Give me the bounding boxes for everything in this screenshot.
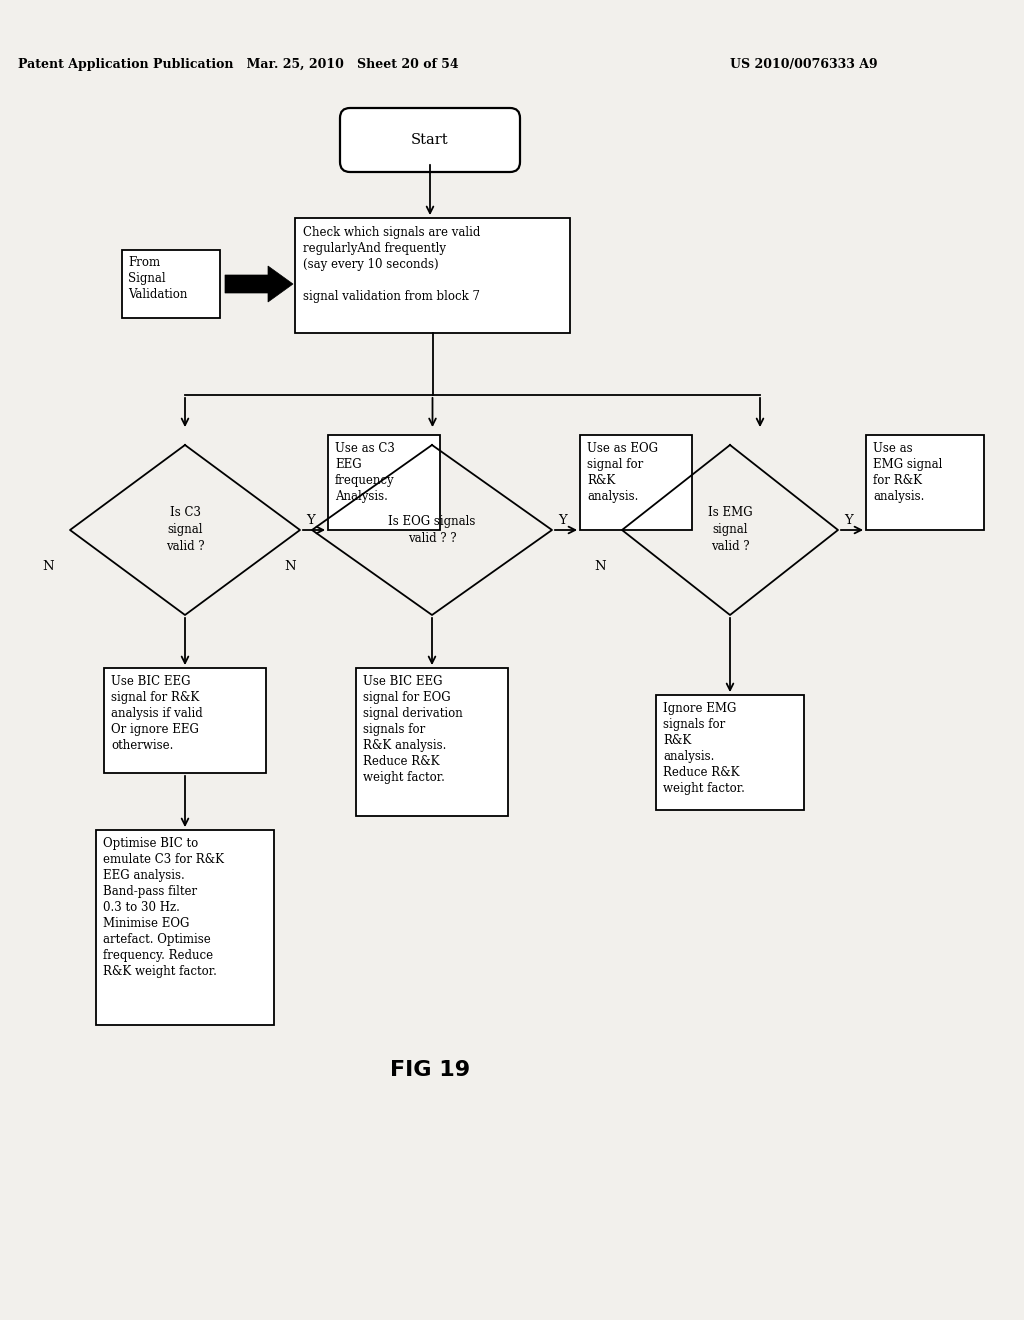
- Text: From
Signal
Validation: From Signal Validation: [128, 256, 187, 301]
- Text: N: N: [594, 560, 605, 573]
- Text: Is C3
signal
valid ?: Is C3 signal valid ?: [166, 507, 205, 553]
- Bar: [122, 249, 220, 318]
- Text: Ignore EMG
signals for
R&K
analysis.
Reduce R&K
weight factor.: Ignore EMG signals for R&K analysis. Red…: [663, 702, 744, 795]
- Bar: [866, 436, 984, 531]
- Text: Y: Y: [558, 513, 566, 527]
- FancyBboxPatch shape: [340, 108, 520, 172]
- Text: Start: Start: [412, 133, 449, 147]
- Text: Optimise BIC to
emulate C3 for R&K
EEG analysis.
Band-pass filter
0.3 to 30 Hz.
: Optimise BIC to emulate C3 for R&K EEG a…: [103, 837, 224, 978]
- Text: Y: Y: [306, 513, 314, 527]
- Bar: [580, 436, 692, 531]
- Text: Use as C3
EEG
frequency
Analysis.: Use as C3 EEG frequency Analysis.: [335, 442, 395, 503]
- Text: Use BIC EEG
signal for EOG
signal derivation
signals for
R&K analysis.
Reduce R&: Use BIC EEG signal for EOG signal deriva…: [362, 675, 463, 784]
- Polygon shape: [225, 267, 293, 302]
- Text: FIG 19: FIG 19: [390, 1060, 470, 1080]
- Text: Use BIC EEG
signal for R&K
analysis if valid
Or ignore EEG
otherwise.: Use BIC EEG signal for R&K analysis if v…: [111, 675, 203, 752]
- Bar: [328, 436, 440, 531]
- Bar: [356, 668, 508, 816]
- Bar: [295, 218, 570, 333]
- Text: US 2010/0076333 A9: US 2010/0076333 A9: [730, 58, 878, 71]
- Text: Is EOG signals
valid ? ?: Is EOG signals valid ? ?: [388, 515, 476, 545]
- Bar: [96, 830, 274, 1026]
- Text: Is EMG
signal
valid ?: Is EMG signal valid ?: [708, 507, 753, 553]
- Text: N: N: [284, 560, 296, 573]
- Bar: [656, 696, 804, 810]
- Bar: [104, 668, 266, 774]
- Text: Patent Application Publication   Mar. 25, 2010   Sheet 20 of 54: Patent Application Publication Mar. 25, …: [18, 58, 459, 71]
- Text: N: N: [42, 560, 53, 573]
- Text: Check which signals are valid
regularlyAnd frequently
(say every 10 seconds)

si: Check which signals are valid regularlyA…: [303, 226, 480, 304]
- Text: Use as
EMG signal
for R&K
analysis.: Use as EMG signal for R&K analysis.: [873, 442, 942, 503]
- Text: Y: Y: [844, 513, 853, 527]
- Text: Use as EOG
signal for
R&K
analysis.: Use as EOG signal for R&K analysis.: [587, 442, 658, 503]
